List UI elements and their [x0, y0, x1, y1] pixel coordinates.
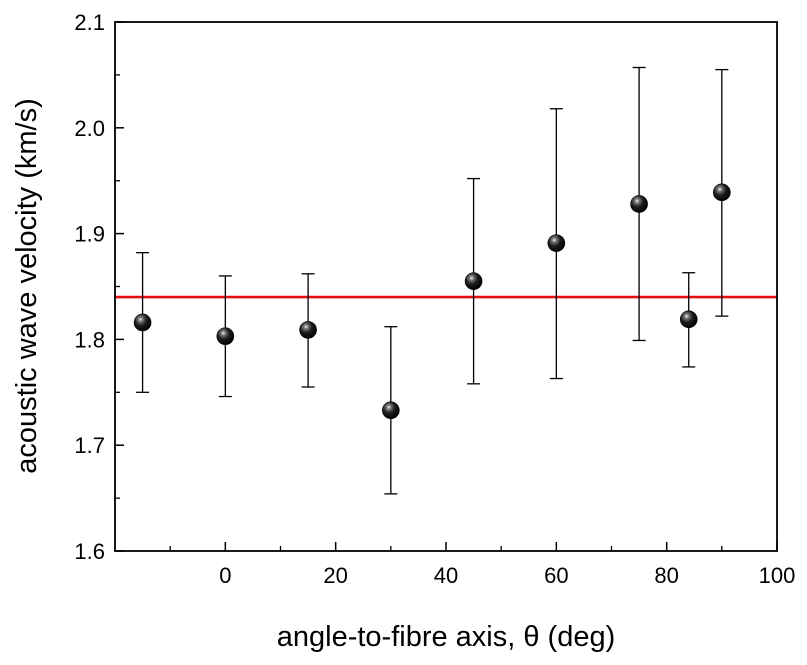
tick-labels-layer: 0 20 40 60 80 100 1.6 1.7 1.8 1.9 2.0 2.1	[74, 10, 795, 588]
x-axis-label: angle-to-fibre axis, θ (deg)	[277, 621, 616, 653]
data-point	[713, 183, 731, 202]
y-tick-label: 1.8	[74, 327, 105, 352]
y-axis-label: acoustic wave velocity (km/s)	[11, 98, 43, 474]
y-tick-label: 2.0	[74, 116, 105, 141]
x-tick-label: 20	[323, 563, 347, 588]
x-tick-label: 80	[654, 563, 678, 588]
y-tick-label: 1.6	[74, 539, 105, 564]
y-tick-label: 1.7	[74, 433, 105, 458]
data-point	[299, 321, 317, 339]
data-point	[133, 313, 152, 332]
y-tick-label: 2.1	[74, 10, 105, 35]
data-point	[464, 272, 483, 291]
x-tick-label: 40	[434, 563, 458, 588]
data-point	[547, 234, 566, 252]
y-tick-label: 1.9	[74, 222, 105, 247]
data-point	[382, 401, 400, 420]
data-point	[679, 310, 698, 329]
x-tick-label: 60	[544, 563, 568, 588]
data-point	[216, 327, 235, 346]
data-point	[630, 195, 648, 213]
error-bars-layer	[136, 66, 729, 495]
plot-frame	[114, 21, 778, 552]
x-tick-label: 0	[219, 563, 231, 588]
ticks-layer	[115, 21, 778, 552]
x-tick-label: 100	[759, 563, 796, 588]
points-layer	[133, 183, 731, 420]
